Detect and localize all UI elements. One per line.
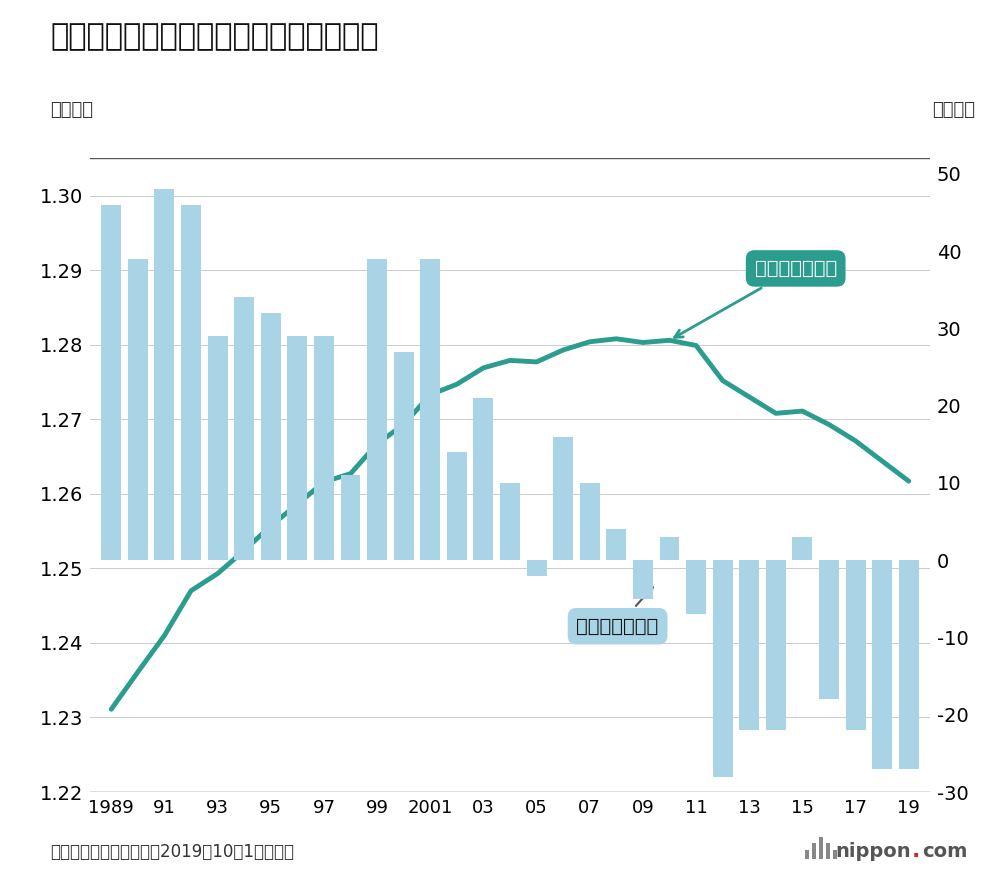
Bar [792,537,812,561]
Bar [766,561,786,730]
Bar [846,561,866,730]
Text: 増減数（右軸）: 増減数（右軸） [576,587,659,635]
Bar [181,205,201,561]
Bar [606,529,626,561]
Bar [686,561,706,614]
Text: .: . [912,840,920,861]
Bar [819,561,839,700]
Bar [314,336,334,561]
Bar [154,189,174,561]
Text: （億人）: （億人） [50,101,93,119]
Bar [580,483,600,561]
Bar [101,205,121,561]
Bar [234,297,254,561]
Bar [367,259,387,561]
Bar [899,561,919,769]
Bar [633,561,653,598]
Bar [872,561,892,769]
Bar [287,336,307,561]
Text: com: com [922,841,967,861]
Bar [739,561,759,730]
Bar [447,452,467,561]
Bar [208,336,228,561]
Text: 出所：総務省人口推計（2019年10月1日現在）: 出所：総務省人口推計（2019年10月1日現在） [50,843,294,861]
Text: 平成以降の日本の総人口と増減数の推移: 平成以降の日本の総人口と増減数の推移 [50,22,378,51]
Bar [473,398,493,561]
Text: nippon: nippon [835,841,911,861]
Bar [500,483,520,561]
Bar [660,537,679,561]
Bar [553,436,573,561]
Bar [713,561,733,776]
Text: （万人）: （万人） [932,101,975,119]
Bar [394,352,414,561]
Bar [128,259,148,561]
Bar [341,475,360,561]
Text: 総人口（左軸）: 総人口（左軸） [675,259,837,337]
Bar [527,561,547,576]
Bar [261,313,281,561]
Bar [420,259,440,561]
